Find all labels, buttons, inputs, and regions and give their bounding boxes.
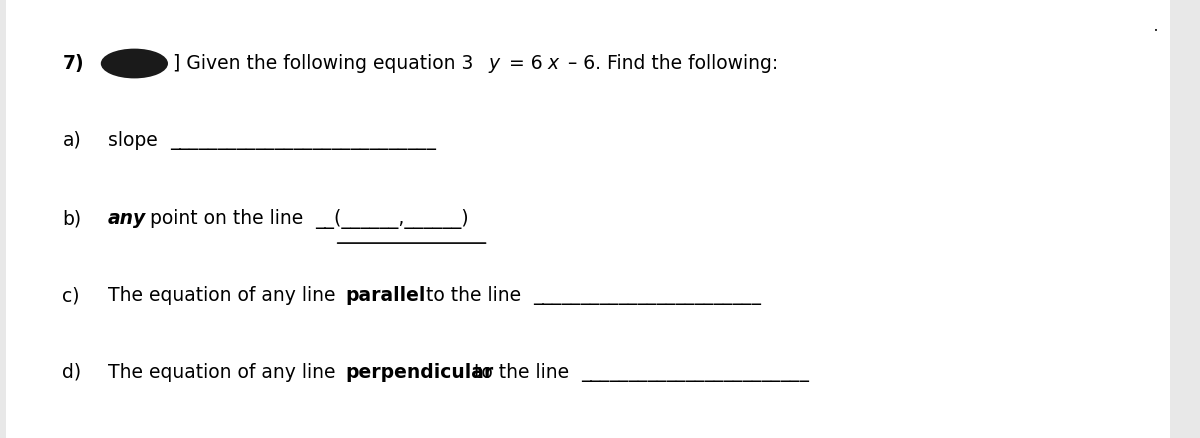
Text: __(______,______): __(______,______) bbox=[316, 209, 469, 229]
Text: ________________________: ________________________ bbox=[581, 363, 809, 382]
Text: = 6: = 6 bbox=[503, 54, 542, 73]
Text: x: x bbox=[547, 54, 558, 73]
Ellipse shape bbox=[101, 49, 168, 78]
Text: •: • bbox=[1154, 28, 1158, 34]
Text: d): d) bbox=[62, 363, 82, 382]
Text: a): a) bbox=[62, 131, 82, 150]
Text: ____________________________: ____________________________ bbox=[170, 131, 437, 150]
Text: 7): 7) bbox=[62, 54, 84, 73]
Text: any: any bbox=[108, 209, 146, 229]
Text: y: y bbox=[488, 54, 499, 73]
Text: point on the line: point on the line bbox=[144, 209, 304, 229]
Text: ________________________: ________________________ bbox=[533, 286, 761, 305]
Text: – 6. Find the following:: – 6. Find the following: bbox=[562, 54, 778, 73]
Text: perpendicular: perpendicular bbox=[346, 363, 494, 382]
Text: to the line: to the line bbox=[468, 363, 569, 382]
Text: parallel: parallel bbox=[346, 286, 426, 305]
Text: b): b) bbox=[62, 209, 82, 229]
Text: c): c) bbox=[62, 286, 80, 305]
Text: slope: slope bbox=[108, 131, 163, 150]
FancyBboxPatch shape bbox=[6, 0, 1170, 438]
Text: ] Given the following equation 3: ] Given the following equation 3 bbox=[173, 54, 473, 73]
Text: The equation of any line: The equation of any line bbox=[108, 286, 342, 305]
Text: to the line: to the line bbox=[420, 286, 521, 305]
Text: The equation of any line: The equation of any line bbox=[108, 363, 342, 382]
